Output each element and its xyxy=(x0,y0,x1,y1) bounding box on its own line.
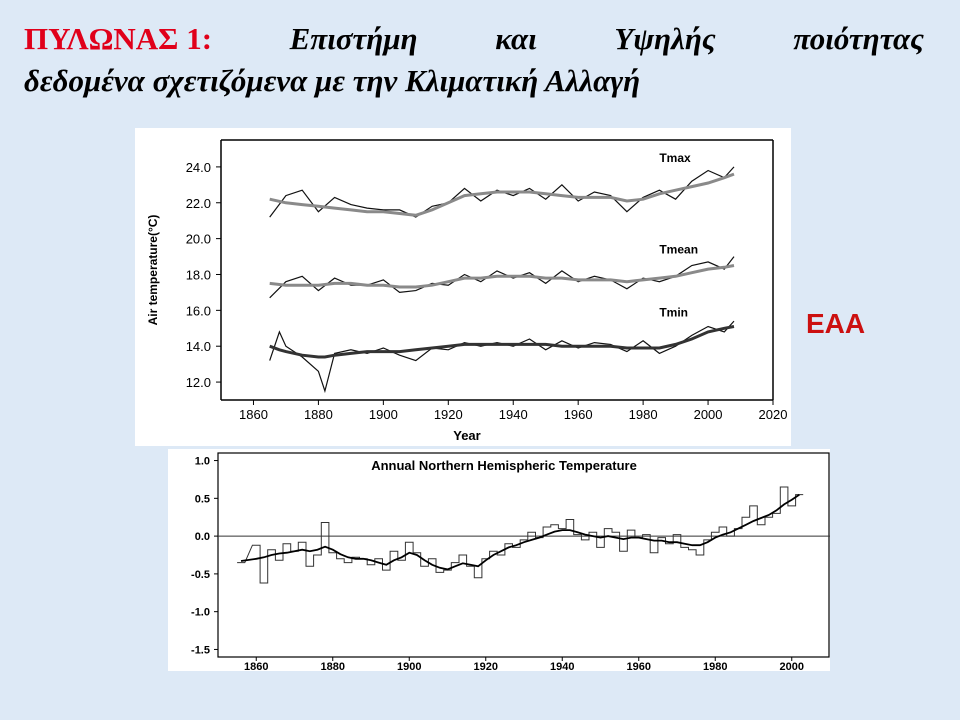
x-tick-label: 1880 xyxy=(304,407,333,422)
y-tick-label: 14.0 xyxy=(186,339,211,354)
title-word: Επιστήμη xyxy=(289,21,418,56)
x-tick-label: 1980 xyxy=(629,407,658,422)
series-label-tmin: Tmin xyxy=(659,305,688,319)
x-tick-label: 1900 xyxy=(397,661,421,671)
series-trend-tmean xyxy=(269,264,735,289)
title-line-1: ΠΥΛΩΝΑΣ 1: Επιστήμη και Υψηλής ποιότητας xyxy=(24,18,924,60)
x-tick-label: 1860 xyxy=(239,407,268,422)
plot-frame xyxy=(217,452,830,658)
x-tick-label: 1860 xyxy=(244,661,268,671)
y-tick-label: -0.5 xyxy=(191,569,210,581)
series-label-tmean: Tmean xyxy=(659,243,698,257)
x-tick-label: 1980 xyxy=(703,661,727,671)
chart-title: Annual Northern Hemispheric Temperature xyxy=(371,458,637,473)
station-temperature-chart: 12.0 14.0 16.0 18.0 20.0 22.0 24.0 1860 1880 1900… xyxy=(135,128,791,446)
y-tick-label: 20.0 xyxy=(186,232,211,247)
y-tick-label: -1.5 xyxy=(191,644,210,656)
title-line-2: δεδομένα σχετιζόμενα με την Κλιματική Αλ… xyxy=(24,63,641,98)
org-label: ΕΑΑ xyxy=(806,308,866,339)
y-tick-label: 24.0 xyxy=(186,160,211,175)
y-tick-label: -1.0 xyxy=(191,607,210,619)
x-tick-label: 1940 xyxy=(499,407,528,422)
hemispheric-temperature-chart: 1.0 0.5 0.0 -0.5 -1.0 -1.5 1860 1880 1900 1920 194… xyxy=(168,449,830,671)
series-trend-tmax xyxy=(269,172,735,217)
x-tick-label: 1960 xyxy=(627,661,651,671)
x-axis-label: Year xyxy=(453,428,480,443)
plot-background xyxy=(135,128,791,446)
x-tick-label: 1880 xyxy=(321,661,345,671)
x-tick-label: 1900 xyxy=(369,407,398,422)
x-tick-label: 2000 xyxy=(694,407,723,422)
x-tick-label: 2020 xyxy=(759,407,788,422)
y-tick-label: 1.0 xyxy=(195,456,210,468)
title-word: ποιότητας xyxy=(793,21,924,56)
smoothed-trend-line xyxy=(240,493,800,571)
y-tick-label: 12.0 xyxy=(186,375,211,390)
x-tick-label: 1960 xyxy=(564,407,593,422)
title-word: Υψηλής xyxy=(614,21,716,56)
y-tick-label: 22.0 xyxy=(186,196,211,211)
x-tick-label: 2000 xyxy=(780,661,804,671)
x-tick-label: 1920 xyxy=(474,661,498,671)
y-tick-label: 16.0 xyxy=(186,303,211,318)
title-prefix: ΠΥΛΩΝΑΣ 1: xyxy=(24,21,213,56)
x-tick-label: 1920 xyxy=(434,407,463,422)
y-axis-label: Air temperature(°C) xyxy=(146,215,160,326)
y-tick-label: 18.0 xyxy=(186,267,211,282)
series-trend-tmin xyxy=(269,325,735,359)
y-tick-label: 0.5 xyxy=(195,493,210,505)
slide-title: ΠΥΛΩΝΑΣ 1: Επιστήμη και Υψηλής ποιότητας… xyxy=(24,18,924,102)
y-tick-label: 0.0 xyxy=(195,531,210,543)
x-tick-label: 1940 xyxy=(550,661,574,671)
series-label-tmax: Tmax xyxy=(659,151,691,165)
title-word: και xyxy=(495,21,537,56)
